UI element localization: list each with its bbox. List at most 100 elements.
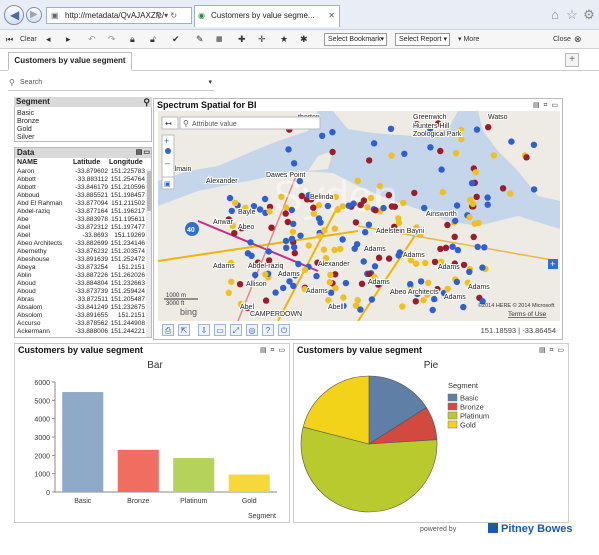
map-marker[interactable]	[242, 204, 249, 211]
chart-icon[interactable]: ▦	[216, 36, 223, 43]
zoom-in-icon[interactable]: +	[164, 136, 169, 146]
map-marker[interactable]	[360, 197, 368, 204]
lock-icon[interactable]: 🔒︎	[130, 34, 135, 44]
map-marker[interactable]	[295, 260, 302, 268]
map-marker[interactable]	[290, 220, 297, 228]
table-row[interactable]: Abeo Architects -33.882699 151.234146	[15, 240, 145, 248]
legend-item-bronze[interactable]: Bronze	[460, 403, 484, 412]
zoom-out-icon[interactable]: –	[165, 158, 170, 168]
map-marker[interactable]	[352, 302, 360, 309]
zoom-extent-icon[interactable]: ⤢	[230, 324, 242, 336]
cell-name[interactable]: Absolom	[17, 312, 43, 319]
table-row[interactable]: Ablin -33.887226 151.262026	[15, 272, 145, 280]
map-marker[interactable]	[292, 272, 299, 279]
bookmark-add-icon[interactable]: ✱	[300, 34, 308, 44]
map-marker[interactable]	[413, 260, 420, 267]
map-marker[interactable]	[288, 206, 295, 214]
cell-name[interactable]: Abd El Rahman	[17, 200, 63, 207]
map-marker[interactable]	[499, 185, 507, 192]
address-bar[interactable]: ▣ http://metadata/QvAJAXZfc/	[46, 7, 192, 24]
clear-icon[interactable]: ⏮	[6, 35, 14, 44]
favorites-icon[interactable]: ☆	[566, 7, 578, 22]
map-marker[interactable]	[484, 194, 491, 201]
map-marker[interactable]	[265, 248, 272, 255]
table-row[interactable]: Abboud -33.885521 151.198457	[15, 192, 145, 200]
map-marker[interactable]	[376, 182, 383, 190]
map-marker[interactable]	[470, 233, 477, 241]
map-marker[interactable]	[247, 239, 254, 246]
segment-item-bronze[interactable]: Bronze	[17, 118, 40, 125]
map-marker[interactable]	[424, 291, 431, 298]
map-marker[interactable]	[282, 210, 289, 217]
map-marker[interactable]	[291, 249, 298, 257]
map-marker[interactable]	[353, 241, 361, 248]
map-marker[interactable]	[530, 186, 538, 193]
map-marker[interactable]	[454, 246, 462, 254]
print-icon[interactable]: ⎙	[162, 324, 174, 336]
map-marker[interactable]	[286, 278, 293, 285]
map-marker[interactable]	[302, 266, 309, 273]
cell-name[interactable]: Ablin	[17, 272, 32, 279]
map-marker[interactable]	[329, 129, 336, 136]
map-marker[interactable]	[469, 200, 477, 207]
more-button[interactable]: ▾ More	[458, 36, 480, 43]
map-marker[interactable]	[395, 215, 402, 222]
check-icon[interactable]: ✔	[172, 34, 180, 44]
map-marker[interactable]	[315, 215, 323, 222]
map-marker[interactable]	[466, 268, 473, 275]
map-marker[interactable]	[252, 271, 259, 279]
map-marker[interactable]	[272, 289, 279, 296]
map-marker[interactable]	[429, 306, 436, 314]
map-marker[interactable]	[324, 202, 332, 210]
target-icon[interactable]: ◎	[246, 324, 258, 336]
table-scrollbar[interactable]	[146, 169, 151, 337]
cell-name[interactable]: Abbott	[17, 176, 36, 183]
map-marker[interactable]	[310, 204, 317, 211]
map-marker[interactable]	[452, 217, 459, 225]
map-marker[interactable]	[282, 237, 290, 245]
table-row[interactable]: Abbott -33.846179 151.210596	[15, 184, 145, 192]
table-row[interactable]: Absolom -33.891655 151.2151	[15, 312, 145, 320]
map-marker[interactable]	[354, 297, 361, 304]
map-marker[interactable]	[357, 201, 364, 209]
map-marker[interactable]	[472, 169, 479, 176]
map-marker[interactable]	[316, 232, 323, 240]
chevron-down-icon[interactable]: ▾	[208, 79, 212, 86]
map-marker[interactable]	[327, 289, 335, 296]
map-marker[interactable]	[444, 221, 451, 229]
map-marker[interactable]	[231, 230, 238, 237]
map-marker[interactable]	[413, 121, 420, 128]
select-report-dropdown[interactable]: Select Report ▾	[395, 33, 450, 46]
map-marker[interactable]	[439, 188, 446, 196]
map-marker[interactable]	[367, 194, 375, 202]
map-marker[interactable]	[458, 135, 465, 143]
map-marker[interactable]	[431, 258, 439, 266]
map-marker[interactable]	[339, 236, 346, 243]
map-marker[interactable]	[332, 285, 339, 292]
segment-item-silver[interactable]: Silver	[17, 134, 35, 141]
search-icon[interactable]: ⚲	[143, 97, 150, 107]
map-marker[interactable]	[508, 138, 515, 145]
map-marker[interactable]	[345, 202, 352, 209]
map-marker[interactable]	[437, 147, 444, 155]
column-header-latitude[interactable]: Latitude	[73, 159, 101, 166]
map-marker[interactable]	[342, 279, 350, 287]
map-marker[interactable]	[391, 203, 398, 210]
bar-chart[interactable]: Bar 0 1000 2000 3000 4000 5000 6000 Basic Bronze P…	[15, 356, 289, 522]
map-marker[interactable]	[226, 194, 234, 202]
undo-icon[interactable]: ↶	[88, 34, 96, 44]
map-marker[interactable]	[364, 204, 371, 211]
map-marker[interactable]	[414, 290, 421, 298]
terms-of-use-link[interactable]: Terms of Use	[508, 311, 547, 318]
map-marker[interactable]	[340, 302, 347, 310]
redo-icon[interactable]: ↷	[108, 34, 116, 44]
map-marker[interactable]	[365, 221, 373, 228]
map-marker[interactable]	[479, 264, 486, 271]
table-row[interactable]: Abras -33.872511 151.205487	[15, 296, 145, 304]
table-row[interactable]: Abel -33.872312 151.197477	[15, 224, 145, 232]
select-bookmark-dropdown[interactable]: Select Bookmark ▾	[324, 33, 387, 46]
map-marker[interactable]	[385, 255, 393, 262]
map-marker[interactable]	[375, 281, 382, 288]
map-marker[interactable]	[288, 235, 296, 242]
